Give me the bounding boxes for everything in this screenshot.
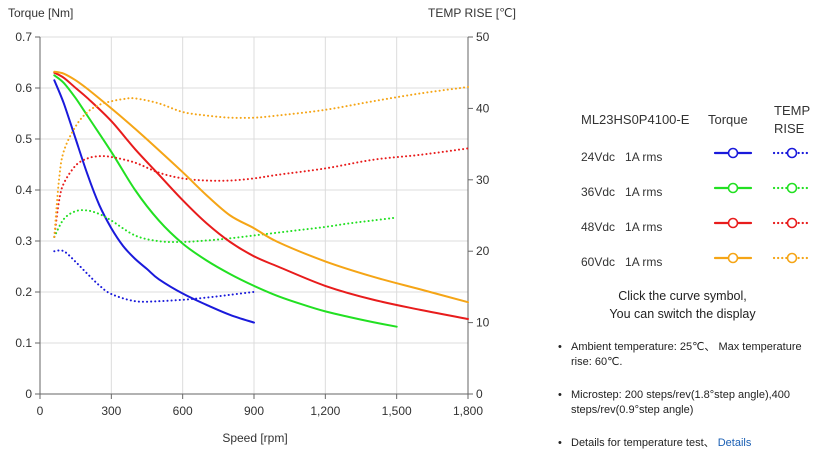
x-tick-label: 600	[173, 404, 193, 418]
motor-model: ML23HS0P4100-E	[581, 112, 690, 127]
legend-col-torque: Torque	[708, 112, 748, 127]
y-right-tick-label: 40	[476, 101, 490, 115]
y-axis-left-label: Torque [Nm]	[8, 6, 73, 20]
legend-row-label: 36Vdc 1A rms	[581, 185, 663, 199]
y-axis-right-label: TEMP RISE [℃]	[428, 6, 516, 20]
y-right-tick-label: 0	[476, 387, 483, 401]
x-tick-label: 300	[101, 404, 121, 418]
x-tick-label: 900	[244, 404, 264, 418]
chart-series	[53, 70, 469, 328]
legend: ML23HS0P4100-E Torque TEMP RISE 24Vdc 1A…	[560, 98, 830, 280]
y-left-tick-label: 0.4	[15, 183, 32, 197]
x-tick-label: 1,500	[382, 404, 412, 418]
series-line-60vdc-1a-rms-temp-rise	[53, 86, 469, 238]
series-line-24vdc-1a-rms-temp-rise	[53, 249, 255, 303]
x-tick-label: 1,800	[453, 404, 483, 418]
legend-rows: 24Vdc 1A rms 36Vdc 1A rms 48Vdc 1A rms 60Vd…	[560, 140, 830, 280]
series-line-36vdc-1a-rms-torque	[53, 74, 398, 328]
legend-temp-symbol[interactable]	[772, 216, 812, 230]
y-right-tick-label: 50	[476, 30, 490, 44]
series-line-60vdc-1a-rms-torque	[53, 70, 469, 304]
legend-row: 60Vdc 1A rms	[560, 245, 830, 280]
legend-temp-symbol[interactable]	[772, 146, 812, 160]
series-line-48vdc-1a-rms-temp-rise	[53, 147, 469, 238]
legend-hint: Click the curve symbol, You can switch t…	[560, 287, 805, 323]
legend-col-temp: TEMP RISE	[774, 102, 810, 138]
details-link[interactable]: Details	[717, 437, 752, 449]
legend-temp-symbol[interactable]	[772, 251, 812, 265]
chart-grid	[39, 36, 469, 395]
series-line-48vdc-1a-rms-torque	[53, 71, 469, 320]
legend-row-label: 24Vdc 1A rms	[581, 150, 663, 164]
legend-torque-symbol[interactable]	[713, 216, 753, 230]
note-details: Details for temperature test、 Details	[557, 436, 817, 451]
hint-line-2: You can switch the display	[609, 307, 756, 321]
legend-row-label: 48Vdc 1A rms	[581, 220, 663, 234]
note-microstep: Microstep: 200 steps/rev(1.8°step angle)…	[557, 388, 817, 418]
series-line-36vdc-1a-rms-temp-rise	[53, 209, 398, 244]
x-tick-label: 1,200	[310, 404, 340, 418]
y-left-tick-label: 0	[25, 387, 32, 401]
y-right-tick-label: 30	[476, 173, 490, 187]
note-ambient: Ambient temperature: 25℃、 Max temperatur…	[557, 340, 817, 370]
legend-torque-symbol[interactable]	[713, 181, 753, 195]
x-axis-label: Speed [rpm]	[222, 431, 287, 445]
legend-row-label: 60Vdc 1A rms	[581, 255, 663, 269]
chart-axes: 0 300 600 900 1,200 1,500 1,80000.10.20.30.40.…	[15, 30, 489, 418]
y-right-tick-label: 10	[476, 316, 490, 330]
y-left-tick-label: 0.6	[15, 81, 32, 95]
legend-torque-symbol[interactable]	[713, 146, 753, 160]
note-details-text: Details for temperature test、	[571, 437, 715, 449]
speed-torque-chart: 0 300 600 900 1,200 1,500 1,80000.10.20.30.40.…	[8, 6, 516, 445]
x-tick-label: 0	[37, 404, 44, 418]
legend-row: 24Vdc 1A rms	[560, 140, 830, 175]
notes-list: Ambient temperature: 25℃、 Max temperatur…	[557, 340, 817, 451]
legend-temp-symbol[interactable]	[772, 181, 812, 195]
y-left-tick-label: 0.3	[15, 234, 32, 248]
y-right-tick-label: 20	[476, 244, 490, 258]
legend-row: 36Vdc 1A rms	[560, 175, 830, 210]
series-line-24vdc-1a-rms-torque	[53, 79, 255, 324]
legend-row: 48Vdc 1A rms	[560, 210, 830, 245]
legend-col-temp-line2: RISE	[774, 121, 805, 136]
y-left-tick-label: 0.2	[15, 285, 32, 299]
y-left-tick-label: 0.1	[15, 336, 32, 350]
legend-col-temp-line1: TEMP	[774, 103, 811, 118]
y-left-tick-label: 0.5	[15, 132, 32, 146]
y-left-tick-label: 0.7	[15, 30, 32, 44]
hint-line-1: Click the curve symbol,	[618, 289, 747, 303]
legend-header: ML23HS0P4100-E Torque TEMP RISE	[560, 98, 830, 140]
legend-torque-symbol[interactable]	[713, 251, 753, 265]
